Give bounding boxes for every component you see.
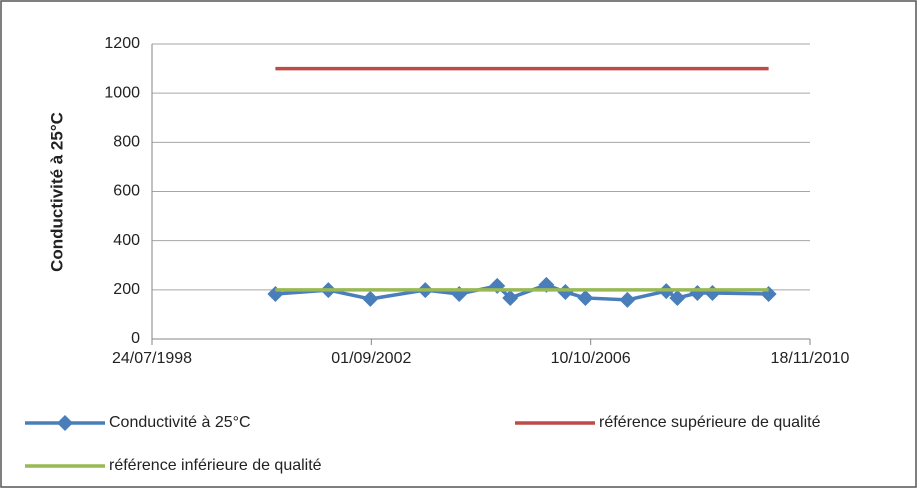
x-tick-label: 18/11/2010 [771,350,850,367]
y-tick-label: 400 [113,232,140,249]
x-tick-label: 10/10/2006 [551,350,631,367]
y-tick-label: 600 [113,183,140,200]
legend-label: référence supérieure de qualité [599,414,821,431]
data-marker [502,289,519,306]
data-marker [669,289,686,306]
x-tick-label: 24/07/1998 [112,350,192,367]
legend-label: référence inférieure de qualité [109,457,322,474]
y-tick-label: 1200 [104,35,140,52]
data-marker [362,290,379,307]
y-tick-label: 0 [131,330,140,347]
data-marker [557,284,574,301]
y-axis-label: Conductivité à 25°C [47,112,66,272]
data-marker [619,291,636,308]
legend-marker [57,415,73,431]
data-marker [577,289,594,306]
y-tick-label: 200 [113,281,140,298]
y-tick-label: 800 [113,134,140,151]
legend-label: Conductivité à 25°C [109,414,251,431]
x-tick-label: 01/09/2002 [331,350,411,367]
y-tick-label: 1000 [104,84,140,101]
